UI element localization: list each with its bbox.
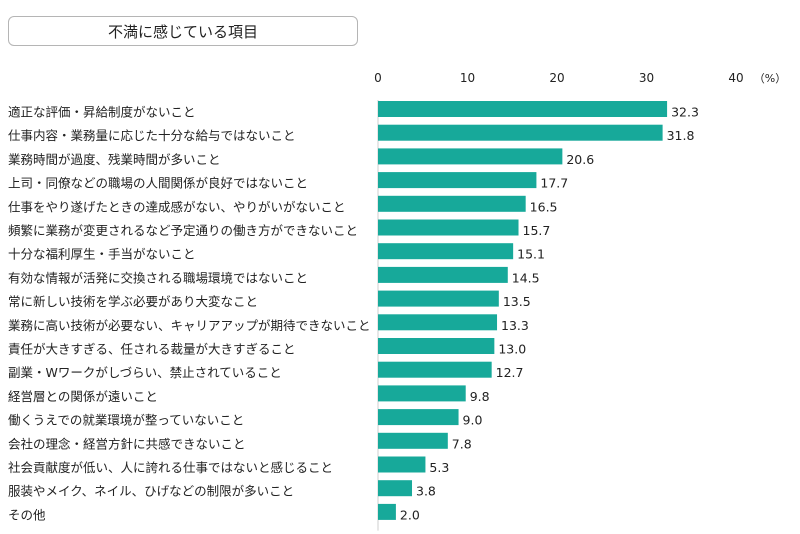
category-label: 責任が大きすぎる、任される裁量が大きすぎること <box>8 342 296 357</box>
value-label: 31.8 <box>667 128 695 143</box>
value-label: 13.3 <box>501 318 529 333</box>
value-label: 15.7 <box>523 223 551 238</box>
category-label: 上司・同僚などの職場の人間関係が良好ではないこと <box>8 176 308 191</box>
category-label: 有効な情報が活発に交換される職場環境ではないこと <box>8 270 308 285</box>
bar <box>378 480 413 497</box>
category-label: 経営層との関係が遠いこと <box>8 389 158 404</box>
x-tick-label: 20 <box>549 71 564 85</box>
value-label: 17.7 <box>540 176 568 191</box>
category-label: 十分な福利厚生・手当がないこと <box>8 247 196 262</box>
value-label: 32.3 <box>671 105 699 120</box>
value-label: 9.0 <box>463 413 483 428</box>
value-label: 15.1 <box>517 247 545 262</box>
value-label: 5.3 <box>429 460 449 475</box>
chart-title: 不満に感じている項目 <box>8 16 358 46</box>
bar <box>378 456 426 473</box>
bar <box>378 219 519 236</box>
bar <box>378 195 526 212</box>
category-label: 働くうえでの就業環境が整っていないこと <box>8 413 244 428</box>
category-label: 業務に高い技術が必要ない、キャリアアップが期待できないこと <box>8 318 371 333</box>
x-tick-label: 10 <box>460 71 475 85</box>
category-label: 常に新しい技術を学ぶ必要があり大変なこと <box>8 294 258 309</box>
bar <box>378 432 448 449</box>
bar <box>378 101 668 117</box>
category-label: 仕事内容・業務量に応じた十分な給与ではないこと <box>8 128 296 143</box>
category-label: その他 <box>8 507 46 522</box>
value-label: 12.7 <box>496 365 524 380</box>
bar <box>378 148 563 165</box>
bar <box>378 124 663 141</box>
category-label: 業務時間が過度、残業時間が多いこと <box>8 152 221 167</box>
bar <box>378 338 495 354</box>
bar <box>378 503 396 520</box>
category-label: 服装やメイク、ネイル、ひげなどの制限が多いこと <box>8 484 294 499</box>
bar <box>378 409 459 426</box>
bar <box>378 314 498 331</box>
bar <box>378 290 499 307</box>
category-label: 副業・Wワークがしづらい、禁止されていること <box>8 365 282 380</box>
value-label: 16.5 <box>530 199 558 214</box>
value-label: 2.0 <box>400 507 420 522</box>
x-tick-label: 40 <box>728 71 743 85</box>
x-tick-label: 30 <box>639 71 654 85</box>
bar <box>378 172 537 189</box>
value-label: 9.8 <box>470 389 490 404</box>
bar <box>378 385 466 402</box>
unit-label: （%） <box>754 72 786 85</box>
value-label: 13.5 <box>503 294 531 309</box>
category-label: 適正な評価・昇給制度がないこと <box>8 105 196 120</box>
category-label: 頻繁に業務が変更されるなど予定通りの働き方ができないこと <box>8 223 358 238</box>
value-label: 7.8 <box>452 436 472 451</box>
x-tick-label: 0 <box>374 71 382 85</box>
category-label: 社会貢献度が低い、人に誇れる仕事ではないと感じること <box>8 460 333 475</box>
bar <box>378 243 514 260</box>
category-label: 仕事をやり遂げたときの達成感がない、やりがいがないこと <box>8 199 346 214</box>
value-label: 20.6 <box>566 152 594 167</box>
category-label: 会社の理念・経営方針に共感できないこと <box>8 436 246 451</box>
value-label: 3.8 <box>416 484 436 499</box>
value-label: 14.5 <box>512 270 540 285</box>
value-label: 13.0 <box>498 342 526 357</box>
bar <box>378 266 508 283</box>
bar <box>378 361 492 378</box>
